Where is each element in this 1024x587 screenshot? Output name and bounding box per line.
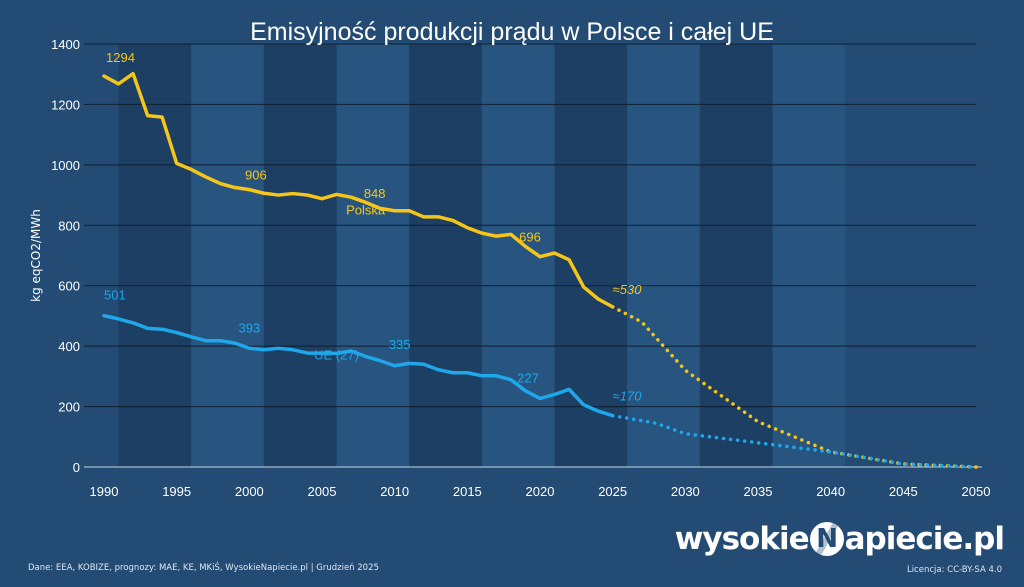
x-tick-label: 2000 xyxy=(235,484,264,499)
y-tick-label: 1400 xyxy=(51,37,80,52)
x-tick-label: 1990 xyxy=(90,484,119,499)
data-label: 1294 xyxy=(106,50,135,65)
x-tick-label: 2040 xyxy=(816,484,845,499)
y-tick-label: 1000 xyxy=(51,158,80,173)
x-tick-label: 2030 xyxy=(671,484,700,499)
x-tick-label: 2015 xyxy=(453,484,482,499)
y-tick-label: 0 xyxy=(73,460,80,475)
series-label: UE (27) xyxy=(314,348,359,363)
background-band xyxy=(263,44,337,467)
x-tick-label: 2020 xyxy=(526,484,555,499)
x-tick-label: 2035 xyxy=(744,484,773,499)
data-label: 393 xyxy=(238,320,260,335)
x-tick-label: 2025 xyxy=(598,484,627,499)
data-label: 906 xyxy=(245,167,267,182)
data-label: ≈530 xyxy=(613,282,643,297)
license-note: Licencja: CC-BY-SA 4.0 xyxy=(906,565,1002,575)
x-tick-label: 2010 xyxy=(380,484,409,499)
data-label: 848 xyxy=(364,186,386,201)
data-label: ≈170 xyxy=(613,389,643,404)
background-band xyxy=(409,44,482,467)
y-tick-label: 1200 xyxy=(51,97,80,112)
x-tick-label: 1995 xyxy=(162,484,191,499)
y-tick-label: 800 xyxy=(58,218,80,233)
brand-text-right: apiecie.pl xyxy=(844,521,1005,557)
background-band xyxy=(336,44,410,467)
background-band xyxy=(772,44,846,467)
data-label: 501 xyxy=(104,288,126,303)
series-label: Polska xyxy=(346,203,386,218)
brand-n-icon: N xyxy=(809,522,844,556)
background-band xyxy=(699,44,773,467)
background-band xyxy=(554,44,628,467)
x-tick-label: 2045 xyxy=(889,484,918,499)
source-note: Dane: EEA, KOBIZE, prognozy: MAE, KE, MK… xyxy=(28,563,379,573)
brand-logo: wysokie N apiecie.pl xyxy=(674,521,1005,557)
y-tick-label: 200 xyxy=(58,400,80,415)
x-tick-label: 2050 xyxy=(962,484,991,499)
background-band xyxy=(118,44,192,467)
brand-text-left: wysokie xyxy=(674,521,810,557)
background-band xyxy=(627,44,700,467)
background-band xyxy=(191,44,264,467)
series-line-polska xyxy=(102,71,615,309)
data-label: 335 xyxy=(389,337,411,352)
projection-line-polska xyxy=(610,305,978,469)
x-tick-label: 2005 xyxy=(308,484,337,499)
y-tick-label: 600 xyxy=(58,279,80,294)
series-line-ue xyxy=(102,313,615,418)
projection-line-ue xyxy=(610,413,978,469)
data-label: 227 xyxy=(517,370,539,385)
y-axis-label: kg eqCO2/MWh xyxy=(29,209,43,302)
chart-title: Emisyjność produkcji prądu w Polsce i ca… xyxy=(250,18,774,46)
y-tick-label: 400 xyxy=(58,339,80,354)
data-label: 696 xyxy=(519,230,541,245)
